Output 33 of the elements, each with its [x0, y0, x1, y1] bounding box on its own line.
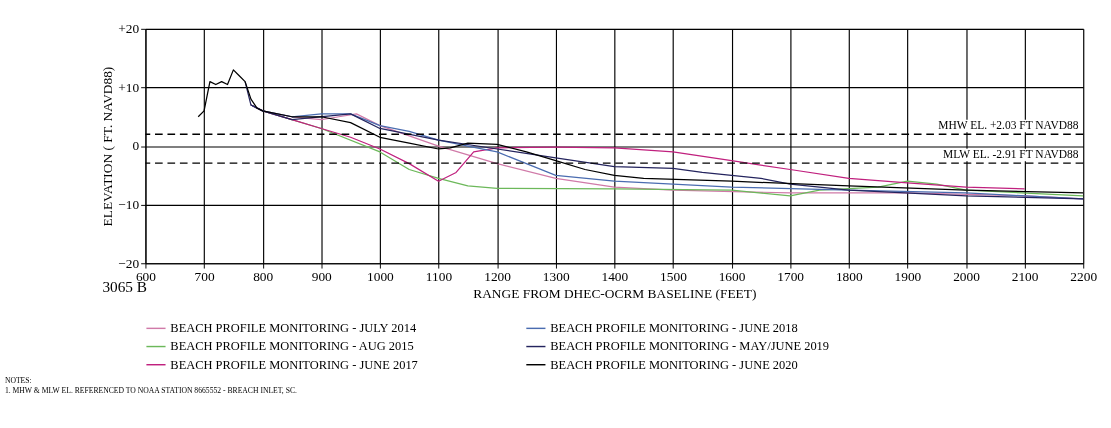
y-tick-label: +20: [118, 21, 140, 37]
y-tick-label: 0: [132, 138, 140, 154]
x-tick-label: 1000: [367, 268, 395, 284]
x-tick-label: 1900: [894, 268, 922, 284]
legend-label: BEACH PROFILE MONITORING - MAY/JUNE 2019: [550, 339, 830, 354]
ref-line-label: MHW EL. +2.03 FT NAVD88: [938, 119, 1079, 132]
x-tick-label: 2000: [953, 268, 981, 284]
x-tick-label: 1200: [484, 268, 512, 284]
x-tick-label: 800: [253, 268, 274, 284]
text: 1. MHW & MLW EL. REFERENCED TO NOAA STATION 8665552 - BREACH INLET, SC.: [4, 386, 298, 396]
x-tick-label: 1400: [601, 268, 629, 284]
y-tick-label: +10: [118, 79, 140, 95]
x-tick-label: 1300: [542, 268, 570, 284]
ref-line-label: MLW EL. -2.91 FT NAVD88: [942, 148, 1079, 161]
x-tick-label: 700: [194, 268, 215, 284]
x-tick-label: 1600: [718, 268, 746, 284]
legend-label: BEACH PROFILE MONITORING - AUG 2015: [170, 339, 414, 354]
legend-label: BEACH PROFILE MONITORING - JUNE 2017: [170, 357, 418, 372]
x-tick-label: 900: [311, 268, 333, 284]
text: NOTES:: [4, 375, 32, 385]
legend-label: BEACH PROFILE MONITORING - JUNE 2020: [550, 357, 798, 372]
y-tick-label: −10: [118, 196, 140, 212]
x-axis-title: RANGE FROM DHEC-OCRM BASELINE (FEET): [473, 286, 757, 302]
legend-label: BEACH PROFILE MONITORING - JUNE 2018: [550, 321, 798, 336]
x-tick-label: 1100: [425, 268, 453, 284]
y-axis-title: ELEVATION ( FT. NAVD88): [99, 66, 115, 227]
x-tick-label: 2100: [1011, 268, 1039, 284]
y-tick-label: −20: [118, 255, 140, 271]
x-tick-label: 1800: [835, 268, 863, 284]
x-tick-label: 1500: [660, 268, 688, 284]
legend-label: BEACH PROFILE MONITORING - JULY 2014: [170, 321, 417, 336]
x-tick-label: 1700: [777, 268, 805, 284]
x-tick-label: 2200: [1070, 268, 1098, 284]
